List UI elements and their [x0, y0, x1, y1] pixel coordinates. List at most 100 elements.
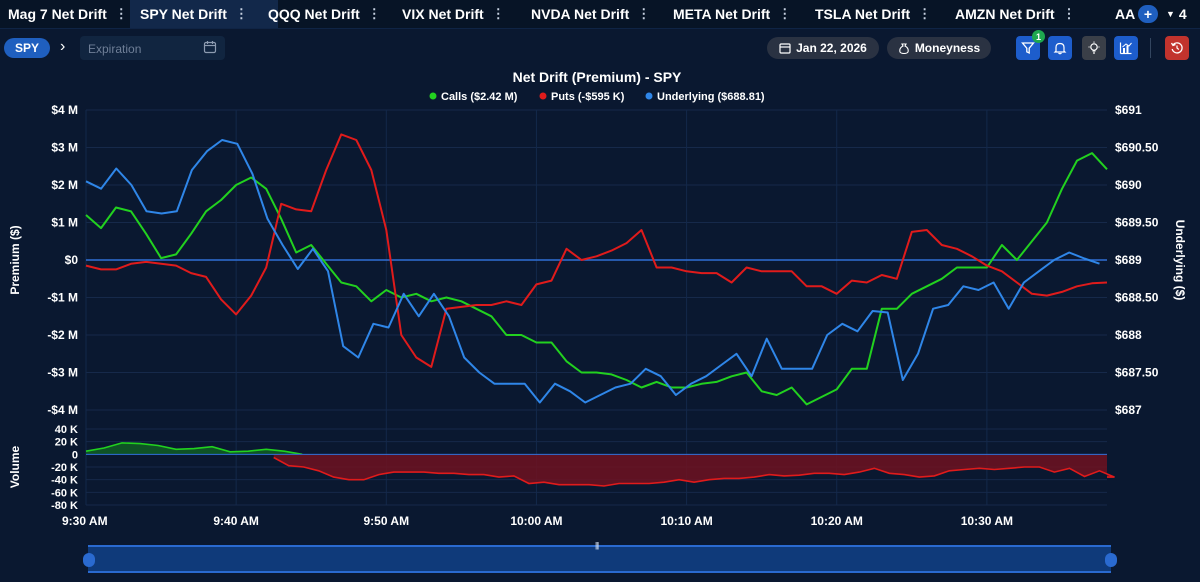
y-tick-label: $0	[65, 253, 79, 267]
y-right-axis-title: Underlying ($)	[1173, 220, 1187, 301]
ticker-pill[interactable]: SPY	[4, 38, 50, 58]
tab-label: Mag 7 Net Drift	[8, 6, 107, 22]
date-label: Jan 22, 2026	[796, 41, 867, 55]
underlying-series-line	[85, 139, 1100, 404]
range-navigator[interactable]	[88, 545, 1111, 573]
alerts-button[interactable]	[1048, 36, 1072, 60]
y-axis-title: Premium ($)	[8, 225, 22, 294]
tab-overflow-menu[interactable]: ▼ 4	[1166, 5, 1187, 23]
legend-item: Puts (-$595 K)	[551, 91, 625, 103]
puts-series-line	[85, 133, 1108, 368]
y-tick-label: $3 M	[51, 141, 78, 155]
y-tick-label: -$3 M	[47, 366, 78, 380]
x-tick-label: 10:30 AM	[961, 514, 1013, 528]
navigator-right-handle[interactable]	[1105, 553, 1117, 567]
y-right-tick-label: $688.50	[1115, 291, 1159, 305]
x-tick-label: 9:40 AM	[213, 514, 259, 528]
volume-tick-label: -40 K	[51, 475, 78, 487]
expiration-input[interactable]	[86, 39, 200, 59]
legend-marker	[429, 92, 437, 100]
volume-tick-label: -60 K	[51, 487, 78, 499]
date-button[interactable]: Jan 22, 2026	[767, 37, 879, 59]
tab-nvda-net-drift[interactable]: NVDA Net Drift ⋮	[531, 0, 669, 28]
tab-menu-icon[interactable]: ⋮	[1062, 6, 1076, 21]
volume-tick-label: -80 K	[51, 500, 78, 512]
filter-count-badge: 1	[1032, 30, 1045, 43]
legend-marker	[645, 92, 653, 100]
money-bag-icon	[899, 43, 909, 54]
grip-icon: |||	[595, 541, 599, 550]
tab-label: TSLA Net Drift	[815, 6, 911, 22]
y-right-tick-label: $687.50	[1115, 366, 1159, 380]
toolbar-divider	[1150, 38, 1151, 58]
volume-tick-label: 40 K	[55, 424, 78, 436]
reset-button[interactable]	[1165, 36, 1189, 60]
navigator-left-handle[interactable]	[83, 553, 95, 567]
tab-menu-icon[interactable]: ⋮	[367, 6, 381, 21]
reset-icon	[1170, 42, 1183, 54]
tab-label: AA	[1115, 6, 1136, 22]
moneyness-button[interactable]: Moneyness	[887, 37, 991, 59]
expiration-field[interactable]	[80, 36, 225, 60]
y-right-tick-label: $689	[1115, 253, 1142, 267]
tab-label: META Net Drift	[673, 6, 771, 22]
filter-icon	[1021, 42, 1035, 55]
calendar-icon	[203, 41, 217, 54]
y-tick-label: -$1 M	[47, 291, 78, 305]
tab-menu-icon[interactable]: ⋮	[637, 6, 651, 21]
y-right-tick-label: $691	[1115, 103, 1142, 117]
tab-spy-net-drift[interactable]: SPY Net Drift ⋮	[130, 0, 278, 28]
legend-marker	[539, 92, 547, 100]
tab-menu-icon[interactable]: ⋮	[778, 6, 792, 21]
y-right-tick-label: $689.50	[1115, 216, 1159, 230]
tab-menu-icon[interactable]: ⋮	[491, 6, 505, 21]
tab-label: VIX Net Drift	[402, 6, 484, 22]
y-right-tick-label: $690	[1115, 178, 1142, 192]
volume-tick-label: 0	[72, 449, 78, 461]
tab-label: SPY Net Drift	[140, 6, 227, 22]
tab-meta-net-drift[interactable]: META Net Drift ⋮	[673, 0, 811, 28]
y-tick-label: -$2 M	[47, 328, 78, 342]
x-tick-label: 10:10 AM	[660, 514, 712, 528]
tab-label: QQQ Net Drift	[268, 6, 360, 22]
chart-title: Net Drift (Premium) - SPY	[513, 69, 682, 85]
chevron-right-icon: ›	[60, 38, 66, 55]
volume-axis-title: Volume	[8, 445, 22, 488]
y-right-tick-label: $687	[1115, 403, 1142, 417]
chevron-down-icon: ▼	[1166, 9, 1175, 19]
tab-menu-icon[interactable]: ⋮	[114, 6, 128, 21]
y-tick-label: $1 M	[51, 216, 78, 230]
tab-overflow-count: 4	[1178, 6, 1187, 22]
bell-icon	[1053, 42, 1067, 55]
x-tick-label: 9:30 AM	[62, 514, 108, 528]
y-right-tick-label: $690.50	[1115, 141, 1159, 155]
y-tick-label: $4 M	[51, 103, 78, 117]
volume-tick-label: 20 K	[55, 437, 78, 449]
volume-tick-label: -20 K	[51, 462, 78, 474]
net-drift-chart[interactable]: $4 M $3 M $2 M $1 M $0 -$1 M -$2 M -$3 M -$4 M $6…	[0, 65, 1200, 540]
bar-chart-icon	[1119, 42, 1132, 55]
moneyness-label: Moneyness	[914, 41, 981, 55]
tab-tsla-net-drift[interactable]: TSLA Net Drift ⋮	[815, 0, 951, 28]
theme-toggle-button[interactable]	[1082, 36, 1106, 60]
legend-item: Underlying ($688.81)	[657, 91, 765, 103]
tab-menu-icon[interactable]: ⋮	[918, 6, 932, 21]
tab-label: NVDA Net Drift	[531, 6, 630, 22]
calls-series-line	[85, 152, 1108, 406]
x-tick-label: 10:20 AM	[811, 514, 863, 528]
tab-vix-net-drift[interactable]: VIX Net Drift ⋮	[402, 0, 526, 28]
puts-volume-line	[273, 456, 1115, 487]
chart-settings-button[interactable]	[1114, 36, 1138, 60]
calls-volume-line	[85, 442, 303, 456]
y-right-tick-label: $688	[1115, 328, 1142, 342]
y-tick-label: -$4 M	[47, 403, 78, 417]
add-tab-button[interactable]: +	[1138, 5, 1158, 23]
tab-mag-7-net-drift[interactable]: Mag 7 Net Drift ⋮	[8, 0, 135, 28]
y-tick-label: $2 M	[51, 178, 78, 192]
light-bulb-icon	[1088, 41, 1100, 54]
tab-amzn-net-drift[interactable]: AMZN Net Drift ⋮	[955, 0, 1105, 28]
tab-menu-icon[interactable]: ⋮	[234, 6, 248, 21]
tab-qqq-net-drift[interactable]: QQQ Net Drift ⋮	[268, 0, 396, 28]
tab-aa[interactable]: AA	[1115, 0, 1139, 28]
tab-label: AMZN Net Drift	[955, 6, 1055, 22]
